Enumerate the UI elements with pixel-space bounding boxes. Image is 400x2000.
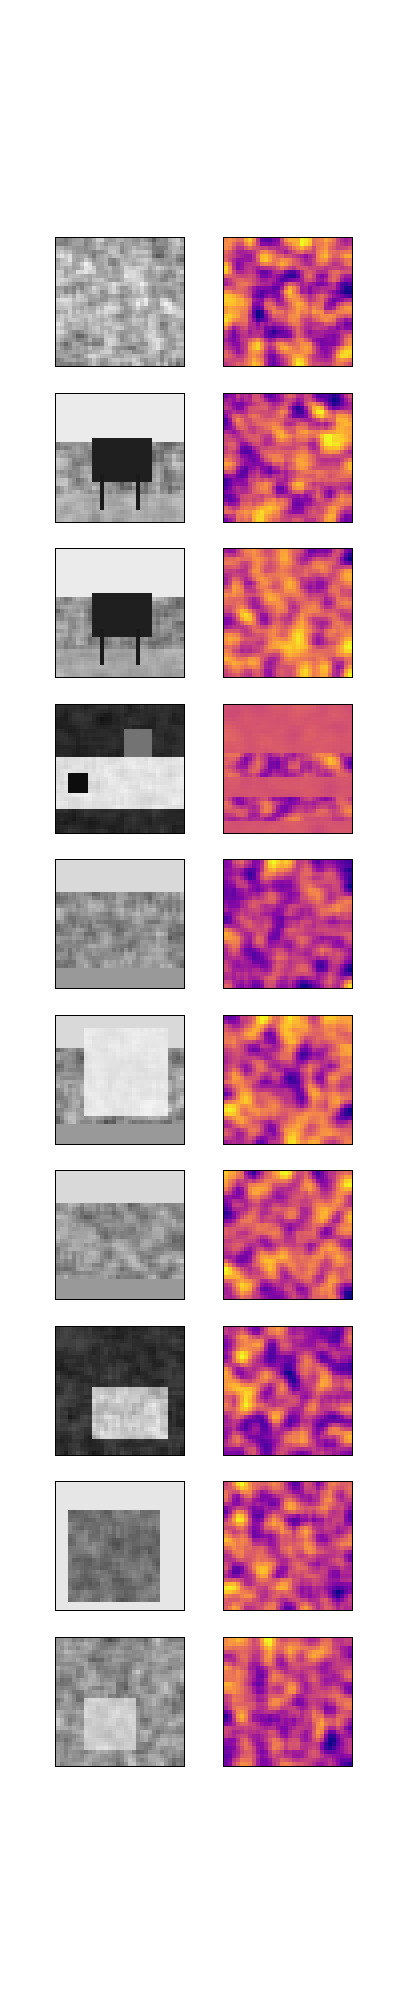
input-image-10 — [55, 1637, 185, 1767]
input-image-6-pixels — [56, 1016, 184, 1144]
attribution-map-8 — [223, 1326, 353, 1456]
input-image-1 — [55, 237, 185, 367]
attribution-map-3-pixels — [224, 549, 352, 677]
input-image-5-pixels — [56, 860, 184, 988]
input-image-4 — [55, 704, 185, 834]
input-image-3 — [55, 548, 185, 678]
input-image-2-pixels — [56, 394, 184, 522]
input-image-8-pixels — [56, 1327, 184, 1455]
attribution-map-10 — [223, 1637, 353, 1767]
input-image-6 — [55, 1015, 185, 1145]
input-image-10-pixels — [56, 1638, 184, 1766]
input-image-1-pixels — [56, 238, 184, 366]
attribution-map-5 — [223, 859, 353, 989]
attribution-map-9 — [223, 1481, 353, 1611]
input-image-5 — [55, 859, 185, 989]
attribution-map-7-pixels — [224, 1171, 352, 1299]
attribution-map-7 — [223, 1170, 353, 1300]
input-image-2 — [55, 393, 185, 523]
attribution-map-6-pixels — [224, 1016, 352, 1144]
input-image-9 — [55, 1481, 185, 1611]
input-image-7-pixels — [56, 1171, 184, 1299]
attribution-map-1-pixels — [224, 238, 352, 366]
attribution-map-5-pixels — [224, 860, 352, 988]
input-image-4-pixels — [56, 705, 184, 833]
attribution-map-3 — [223, 548, 353, 678]
attribution-map-2 — [223, 393, 353, 523]
input-image-8 — [55, 1326, 185, 1456]
input-image-9-pixels — [56, 1482, 184, 1610]
input-image-3-pixels — [56, 549, 184, 677]
attribution-map-2-pixels — [224, 394, 352, 522]
attribution-map-1 — [223, 237, 353, 367]
attribution-map-10-pixels — [224, 1638, 352, 1766]
attribution-map-4-pixels — [224, 705, 352, 833]
attribution-map-8-pixels — [224, 1327, 352, 1455]
attribution-map-6 — [223, 1015, 353, 1145]
attribution-map-4 — [223, 704, 353, 834]
attribution-map-9-pixels — [224, 1482, 352, 1610]
input-image-7 — [55, 1170, 185, 1300]
